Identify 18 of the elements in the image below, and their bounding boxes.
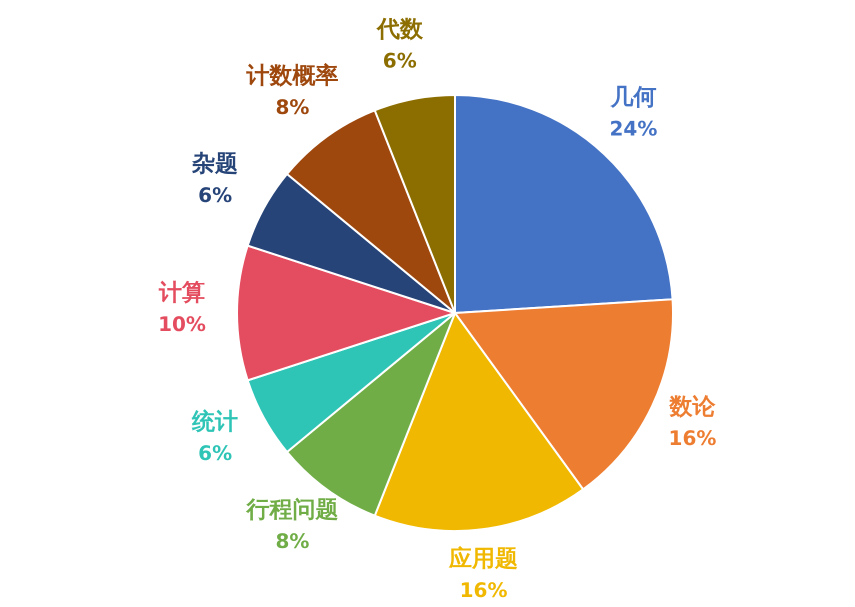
slice-label: 代数 [376, 16, 424, 43]
slice-label: 行程问题 [245, 496, 338, 523]
slice-label: 几何 [609, 84, 656, 111]
data-label: 8% [275, 528, 310, 553]
slice-label: 杂题 [191, 150, 238, 177]
slice-label: 计数概率 [245, 62, 338, 90]
data-label: 16% [668, 426, 716, 450]
slice-label: 数论 [668, 394, 716, 420]
slice-label: 应用题 [448, 544, 518, 572]
data-label: 6% [198, 441, 232, 466]
data-label: 6% [382, 48, 417, 73]
data-label: 6% [198, 182, 232, 207]
slice-label: 计算 [158, 280, 205, 306]
data-label: 10% [158, 312, 206, 336]
data-label: 16% [460, 578, 508, 602]
data-label: 24% [610, 116, 658, 141]
data-label: 8% [275, 95, 310, 120]
slice-label: 统计 [191, 409, 238, 436]
